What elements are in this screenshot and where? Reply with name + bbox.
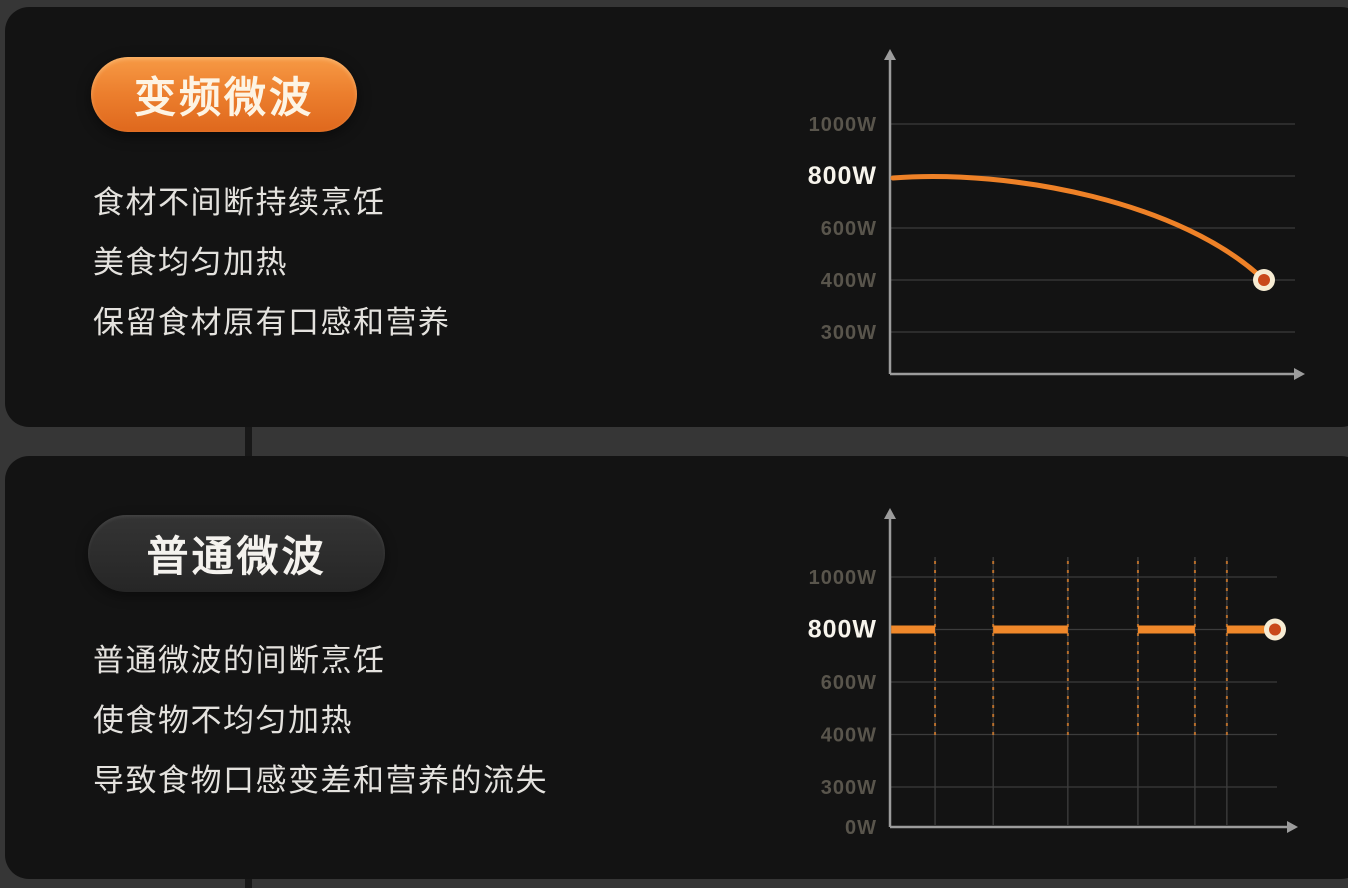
- ytick-600W: 600W: [821, 218, 877, 240]
- x-axis-arrow: [1287, 821, 1298, 833]
- ytick-1000W: 1000W: [809, 114, 877, 136]
- inverter-desc-line-1: 食材不间断持续烹饪: [93, 185, 386, 220]
- ytick-800W: 800W: [808, 616, 877, 644]
- ytick-300W: 300W: [821, 322, 877, 344]
- normal-desc-line-3: 导致食物口感变差和营养的流失: [93, 763, 548, 798]
- ytick-0W: 0W: [845, 817, 877, 839]
- x-axis-arrow: [1294, 368, 1305, 380]
- divider-notch: [245, 427, 252, 456]
- ytick-400W: 400W: [821, 270, 877, 292]
- inverter-power-chart: 1000W 800W 600W 400W 300W: [808, 49, 1305, 380]
- inverter-microwave-card: 变频微波 食材不间断持续烹饪 美食均匀加热 保留食材原有口感和营养 1000W 8…: [5, 7, 1348, 427]
- normal-power-chart: 1000W 800W 600W 400W 300W 0W: [808, 508, 1298, 839]
- endpoint-dot: [1258, 274, 1270, 286]
- normal-desc-line-2: 使食物不均匀加热: [93, 703, 353, 738]
- inverter-badge: 变频微波: [91, 57, 357, 132]
- ytick-300W: 300W: [821, 777, 877, 799]
- endpoint-dot: [1269, 623, 1281, 636]
- normal-badge: 普通微波: [88, 515, 385, 592]
- inverter-desc-line-3: 保留食材原有口感和营养: [93, 305, 451, 340]
- ytick-600W: 600W: [821, 672, 877, 694]
- ytick-800W: 800W: [808, 162, 877, 190]
- ytick-1000W: 1000W: [809, 567, 877, 589]
- inverter-desc-line-2: 美食均匀加热: [93, 245, 288, 280]
- inverter-badge-label: 变频微波: [133, 74, 314, 121]
- normal-microwave-card: 普通微波 普通微波的间断烹饪 使食物不均匀加热 导致食物口感变差和营养的流失 1…: [5, 456, 1348, 879]
- bottom-band-notch: [245, 879, 252, 888]
- normal-badge-label: 普通微波: [146, 533, 327, 580]
- y-axis-arrow: [884, 49, 896, 60]
- y-axis-arrow: [884, 508, 896, 519]
- ytick-400W: 400W: [821, 725, 877, 747]
- normal-description: 普通微波的间断烹饪 使食物不均匀加热 导致食物口感变差和营养的流失: [93, 642, 733, 822]
- power-curve: [890, 174, 1267, 283]
- inverter-description: 食材不间断持续烹饪 美食均匀加热 保留食材原有口感和营养: [93, 184, 733, 364]
- normal-desc-line-1: 普通微波的间断烹饪: [93, 643, 386, 678]
